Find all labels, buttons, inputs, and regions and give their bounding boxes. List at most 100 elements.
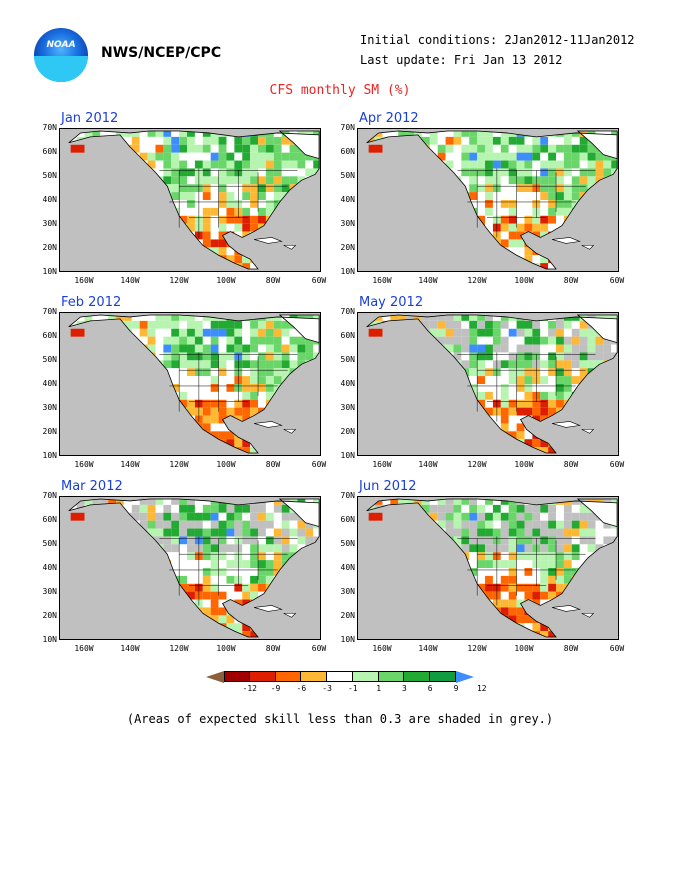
sm-cell bbox=[500, 528, 509, 537]
sm-cell bbox=[305, 415, 314, 424]
sm-cell bbox=[242, 336, 251, 345]
sm-cell bbox=[289, 536, 298, 545]
sm-cell bbox=[500, 184, 509, 193]
sm-cell bbox=[579, 207, 588, 216]
sm-cell bbox=[595, 423, 604, 432]
sm-cell bbox=[187, 376, 195, 384]
sm-cell bbox=[437, 560, 446, 568]
sm-cell bbox=[579, 344, 588, 353]
sm-cell bbox=[516, 391, 525, 400]
lat-label: 40N bbox=[42, 195, 57, 204]
sm-cell bbox=[548, 447, 557, 454]
sm-cell bbox=[453, 575, 462, 584]
sm-cell bbox=[437, 239, 446, 248]
sm-cell bbox=[374, 207, 383, 216]
sm-cell bbox=[147, 528, 156, 537]
sm-cell bbox=[84, 520, 93, 529]
sm-cell bbox=[273, 336, 282, 345]
sm-cell bbox=[563, 368, 572, 377]
figure-title: CFS monthly SM (%) bbox=[269, 83, 411, 98]
sm-cell bbox=[398, 439, 407, 448]
sm-cell bbox=[123, 623, 132, 632]
sm-cell bbox=[485, 615, 493, 624]
sm-cell bbox=[461, 631, 470, 638]
sm-cell bbox=[179, 399, 188, 408]
sm-cell bbox=[92, 192, 101, 200]
sm-cell bbox=[492, 255, 501, 264]
sm-cell bbox=[108, 176, 117, 185]
sm-cell bbox=[68, 255, 77, 264]
sm-cell bbox=[84, 168, 93, 177]
sm-cell bbox=[485, 415, 493, 424]
sm-cell bbox=[202, 399, 211, 408]
sm-cell bbox=[453, 623, 462, 632]
sm-cell bbox=[366, 376, 367, 384]
sm-cell bbox=[281, 536, 290, 545]
sm-cell bbox=[258, 168, 266, 177]
sm-cell bbox=[210, 231, 219, 240]
colorbar-label: 9 bbox=[453, 684, 459, 693]
sm-cell bbox=[429, 560, 438, 568]
sm-cell bbox=[163, 504, 172, 513]
sm-cell bbox=[202, 568, 211, 576]
sm-cell bbox=[313, 591, 320, 600]
sm-cell bbox=[500, 130, 509, 137]
sm-cell bbox=[116, 431, 124, 440]
sm-cell bbox=[382, 623, 391, 632]
sm-cell bbox=[429, 192, 438, 200]
sm-cell bbox=[390, 560, 399, 568]
sm-cell bbox=[374, 376, 383, 384]
sm-cell bbox=[163, 130, 172, 137]
sm-cell bbox=[429, 439, 438, 448]
sm-cell bbox=[429, 239, 438, 248]
sm-cell bbox=[524, 136, 533, 145]
sm-cell bbox=[548, 504, 557, 513]
sm-cell bbox=[406, 552, 415, 561]
lat-label: 50N bbox=[42, 355, 57, 364]
sm-cell bbox=[171, 352, 180, 361]
sm-cell bbox=[469, 152, 478, 161]
sm-cell bbox=[68, 447, 77, 454]
colorbar-swatch bbox=[224, 671, 250, 682]
sm-cell bbox=[289, 439, 298, 448]
sm-cell bbox=[461, 575, 470, 584]
sm-cell bbox=[508, 623, 517, 632]
sm-cell bbox=[187, 215, 195, 224]
sm-cell bbox=[171, 504, 180, 513]
sm-cell bbox=[289, 415, 298, 424]
sm-cell bbox=[429, 168, 438, 177]
sm-cell bbox=[100, 575, 109, 584]
sm-cell bbox=[289, 192, 298, 200]
sm-cell bbox=[382, 615, 391, 624]
sm-cell bbox=[469, 223, 478, 232]
sm-cell bbox=[68, 130, 77, 137]
sm-cell bbox=[187, 631, 195, 638]
sm-cell bbox=[390, 520, 399, 529]
sm-cell bbox=[453, 536, 462, 545]
sm-cell bbox=[226, 320, 235, 329]
sm-cell bbox=[68, 407, 69, 416]
sm-cell bbox=[461, 144, 470, 153]
sm-cell bbox=[313, 192, 320, 200]
sm-cell bbox=[171, 575, 180, 584]
sm-cell bbox=[281, 152, 290, 161]
sm-cell bbox=[532, 130, 541, 137]
sm-cell bbox=[250, 552, 259, 561]
sm-cell bbox=[202, 607, 211, 616]
sm-cell bbox=[445, 631, 454, 638]
sm-cell bbox=[116, 552, 124, 561]
sm-cell bbox=[492, 439, 501, 448]
sm-cell bbox=[123, 447, 132, 454]
sm-cell bbox=[508, 231, 517, 240]
sm-cell bbox=[297, 352, 306, 361]
sm-cell bbox=[108, 607, 117, 616]
sm-cell bbox=[202, 615, 211, 624]
sm-cell bbox=[187, 399, 195, 408]
sm-cell bbox=[171, 536, 180, 545]
sm-cell bbox=[92, 615, 101, 624]
sm-cell bbox=[163, 399, 172, 408]
sm-cell bbox=[305, 391, 314, 400]
sm-cell bbox=[563, 184, 572, 193]
sm-cell bbox=[563, 255, 572, 264]
sm-cell bbox=[258, 360, 266, 369]
